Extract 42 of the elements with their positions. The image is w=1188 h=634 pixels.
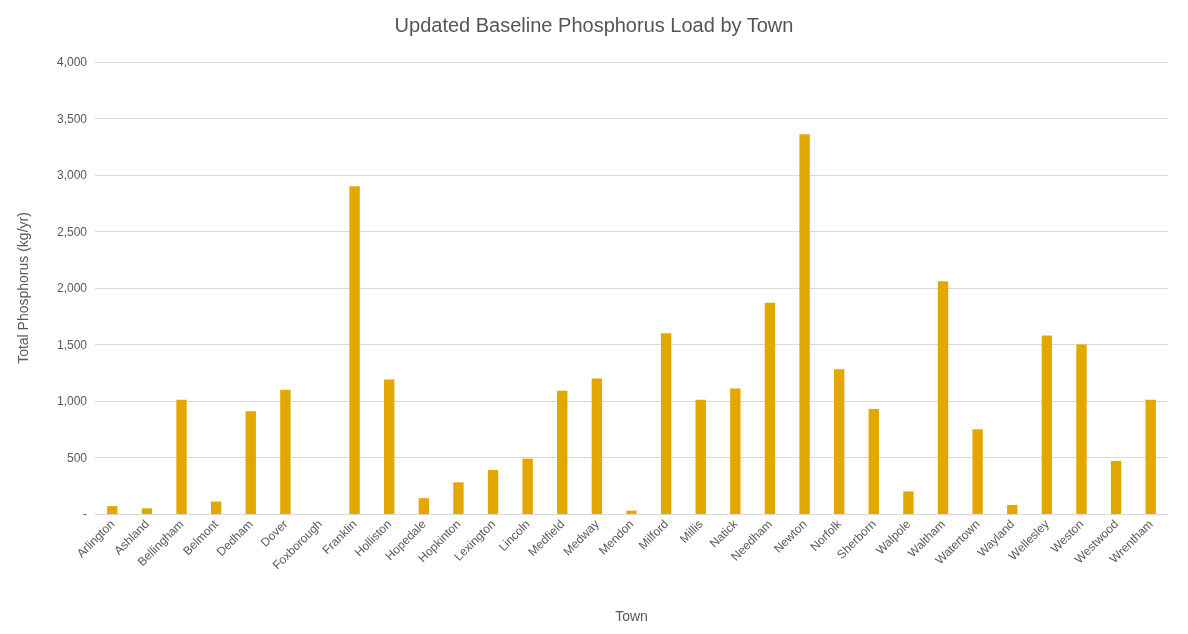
bar: [107, 506, 118, 514]
bar: [695, 399, 706, 514]
y-tick-label: 500: [66, 450, 88, 465]
y-tick-label: 2,500: [56, 224, 88, 239]
y-tick-label: -: [83, 507, 87, 521]
bar: [210, 501, 222, 514]
bar: [1110, 460, 1122, 514]
bar: [557, 390, 568, 514]
bar: [868, 408, 879, 514]
y-tick-label: 2,000: [56, 281, 88, 295]
y-tick-label: 4,000: [56, 55, 88, 69]
bar: [1041, 335, 1053, 514]
bar: [1076, 344, 1087, 514]
bar: [626, 510, 637, 514]
y-tick-label: 3,000: [56, 168, 88, 182]
bar: [833, 369, 845, 514]
x-axis-title: Town: [615, 608, 648, 624]
bar: [418, 498, 430, 514]
bar: [937, 281, 949, 514]
y-tick-label: 3,500: [56, 111, 88, 126]
bar: [972, 429, 983, 514]
y-tick-label: 1,000: [56, 394, 88, 408]
bar: [903, 491, 914, 514]
bar: [799, 134, 810, 514]
y-axis-title: Total Phosphorus (kg/yr): [15, 212, 31, 364]
bar: [1145, 399, 1156, 514]
bar: [176, 399, 187, 514]
bar: [453, 482, 464, 514]
y-tick-label: 1,500: [56, 337, 88, 352]
bar: [280, 389, 291, 514]
bar: [660, 333, 672, 514]
bar: [522, 458, 533, 514]
bar: [245, 411, 256, 514]
bar: [764, 302, 776, 514]
bar: [730, 388, 741, 514]
bar: [141, 508, 153, 514]
bar: [349, 186, 360, 514]
chart-title: Updated Baseline Phosphorus Load by Town: [394, 14, 794, 36]
bar: [384, 379, 395, 514]
bar: [1007, 504, 1018, 514]
bar: [487, 469, 499, 514]
bar: [591, 378, 603, 514]
